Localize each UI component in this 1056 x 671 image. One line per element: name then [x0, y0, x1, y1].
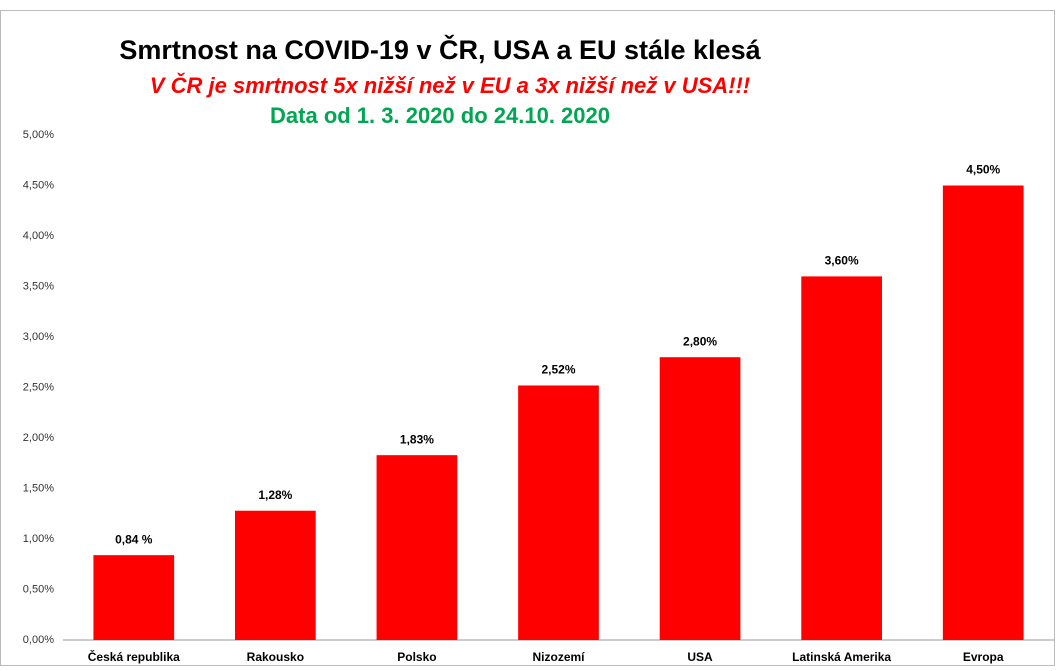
x-tick-label: USA: [687, 650, 713, 664]
bar: [942, 185, 1024, 640]
y-tick-label: 4,00%: [23, 230, 54, 242]
value-label: 4,50%: [966, 163, 1000, 177]
bar: [518, 385, 599, 640]
y-tick-label: 1,50%: [23, 482, 54, 494]
bar: [93, 555, 175, 640]
x-tick-label: Česká republika: [88, 649, 180, 664]
bar: [235, 510, 316, 640]
x-tick-label: Evropa: [963, 650, 1004, 664]
value-label: 3,60%: [825, 254, 859, 268]
bar: [659, 357, 741, 640]
y-tick-label: 2,00%: [23, 432, 54, 444]
chart-title: Smrtnost na COVID-19 v ČR, USA a EU stál…: [119, 34, 761, 65]
y-tick-label: 3,50%: [23, 280, 54, 292]
y-tick-label: 1,00%: [23, 533, 54, 545]
x-tick-label: Nizozemí: [532, 650, 585, 664]
y-tick-label: 0,50%: [23, 583, 54, 595]
bar: [801, 276, 882, 640]
y-tick-label: 3,00%: [23, 331, 54, 343]
chart-subtitle: V ČR je smrtnost 5x nižší než v EU a 3x …: [150, 73, 750, 98]
value-label: 0,84 %: [115, 532, 153, 546]
y-tick-label: 2,50%: [23, 381, 54, 393]
y-tick-label: 5,00%: [23, 129, 54, 141]
value-label: 1,83%: [400, 432, 434, 446]
x-tick-label: Polsko: [397, 650, 436, 664]
y-tick-label: 4,50%: [23, 179, 54, 191]
value-label: 1,28%: [258, 488, 292, 502]
bar: [376, 455, 458, 640]
x-tick-label: Rakousko: [247, 650, 304, 664]
x-tick-label: Latinská Amerika: [792, 650, 891, 664]
value-label: 2,80%: [683, 334, 717, 348]
chart-subtitle-2: Data od 1. 3. 2020 do 24.10. 2020: [270, 103, 610, 128]
value-label: 2,52%: [541, 363, 575, 377]
y-tick-label: 0,00%: [23, 634, 54, 646]
